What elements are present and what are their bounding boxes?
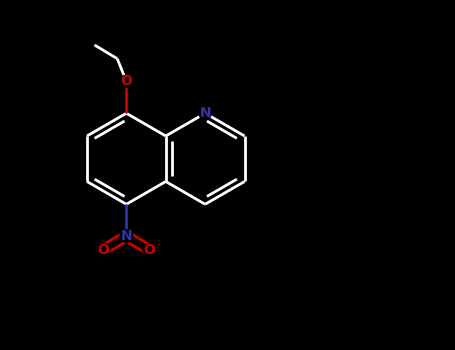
- Circle shape: [97, 244, 110, 256]
- Circle shape: [120, 230, 132, 242]
- Text: O: O: [143, 243, 155, 257]
- Circle shape: [199, 107, 211, 119]
- Circle shape: [143, 244, 155, 256]
- Text: N: N: [121, 229, 132, 243]
- Text: O: O: [98, 243, 110, 257]
- Circle shape: [120, 75, 132, 88]
- Text: N: N: [199, 106, 211, 120]
- Text: O: O: [121, 75, 132, 89]
